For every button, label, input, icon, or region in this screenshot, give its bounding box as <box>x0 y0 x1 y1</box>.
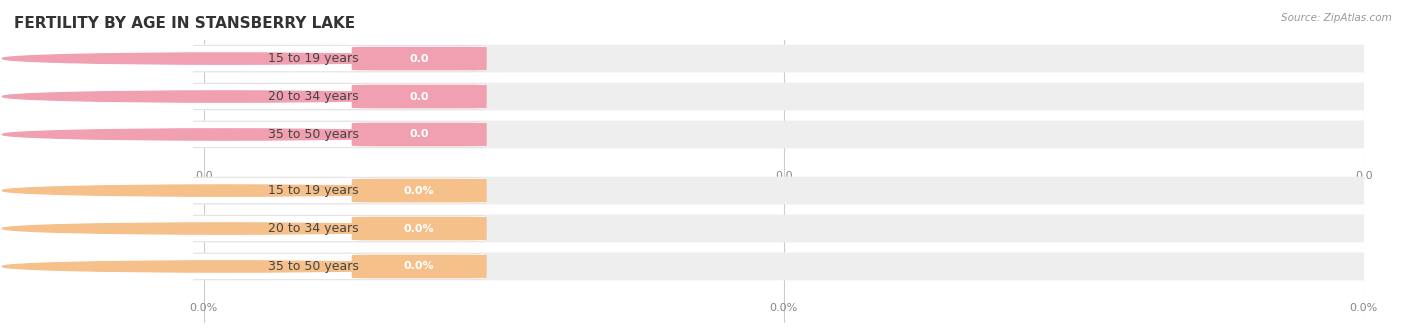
Text: 20 to 34 years: 20 to 34 years <box>269 222 359 235</box>
FancyBboxPatch shape <box>174 121 485 148</box>
Text: 20 to 34 years: 20 to 34 years <box>269 90 359 103</box>
Text: 0.0: 0.0 <box>409 129 429 140</box>
Text: 35 to 50 years: 35 to 50 years <box>269 128 359 141</box>
FancyBboxPatch shape <box>174 46 485 72</box>
FancyBboxPatch shape <box>352 217 486 240</box>
Circle shape <box>3 91 447 102</box>
FancyBboxPatch shape <box>169 120 1388 148</box>
FancyBboxPatch shape <box>174 253 485 280</box>
Circle shape <box>3 223 447 234</box>
FancyBboxPatch shape <box>352 255 486 278</box>
Circle shape <box>3 53 447 64</box>
FancyBboxPatch shape <box>169 82 1388 111</box>
Text: 35 to 50 years: 35 to 50 years <box>269 260 359 273</box>
Text: 0.0%: 0.0% <box>404 261 434 272</box>
FancyBboxPatch shape <box>169 45 1388 73</box>
FancyBboxPatch shape <box>169 214 1388 243</box>
Text: 0.0%: 0.0% <box>404 223 434 234</box>
Circle shape <box>3 185 447 196</box>
Circle shape <box>3 129 447 140</box>
FancyBboxPatch shape <box>174 178 485 204</box>
FancyBboxPatch shape <box>352 47 486 70</box>
Circle shape <box>3 261 447 272</box>
FancyBboxPatch shape <box>352 85 486 108</box>
FancyBboxPatch shape <box>174 215 485 242</box>
FancyBboxPatch shape <box>169 252 1388 280</box>
FancyBboxPatch shape <box>352 123 486 146</box>
FancyBboxPatch shape <box>174 83 485 110</box>
FancyBboxPatch shape <box>169 177 1388 205</box>
Text: 0.0: 0.0 <box>409 91 429 102</box>
Text: 15 to 19 years: 15 to 19 years <box>269 52 359 65</box>
Text: FERTILITY BY AGE IN STANSBERRY LAKE: FERTILITY BY AGE IN STANSBERRY LAKE <box>14 16 356 31</box>
FancyBboxPatch shape <box>352 179 486 202</box>
Text: 15 to 19 years: 15 to 19 years <box>269 184 359 197</box>
Text: 0.0: 0.0 <box>409 53 429 64</box>
Text: Source: ZipAtlas.com: Source: ZipAtlas.com <box>1281 13 1392 23</box>
Text: 0.0%: 0.0% <box>404 185 434 196</box>
